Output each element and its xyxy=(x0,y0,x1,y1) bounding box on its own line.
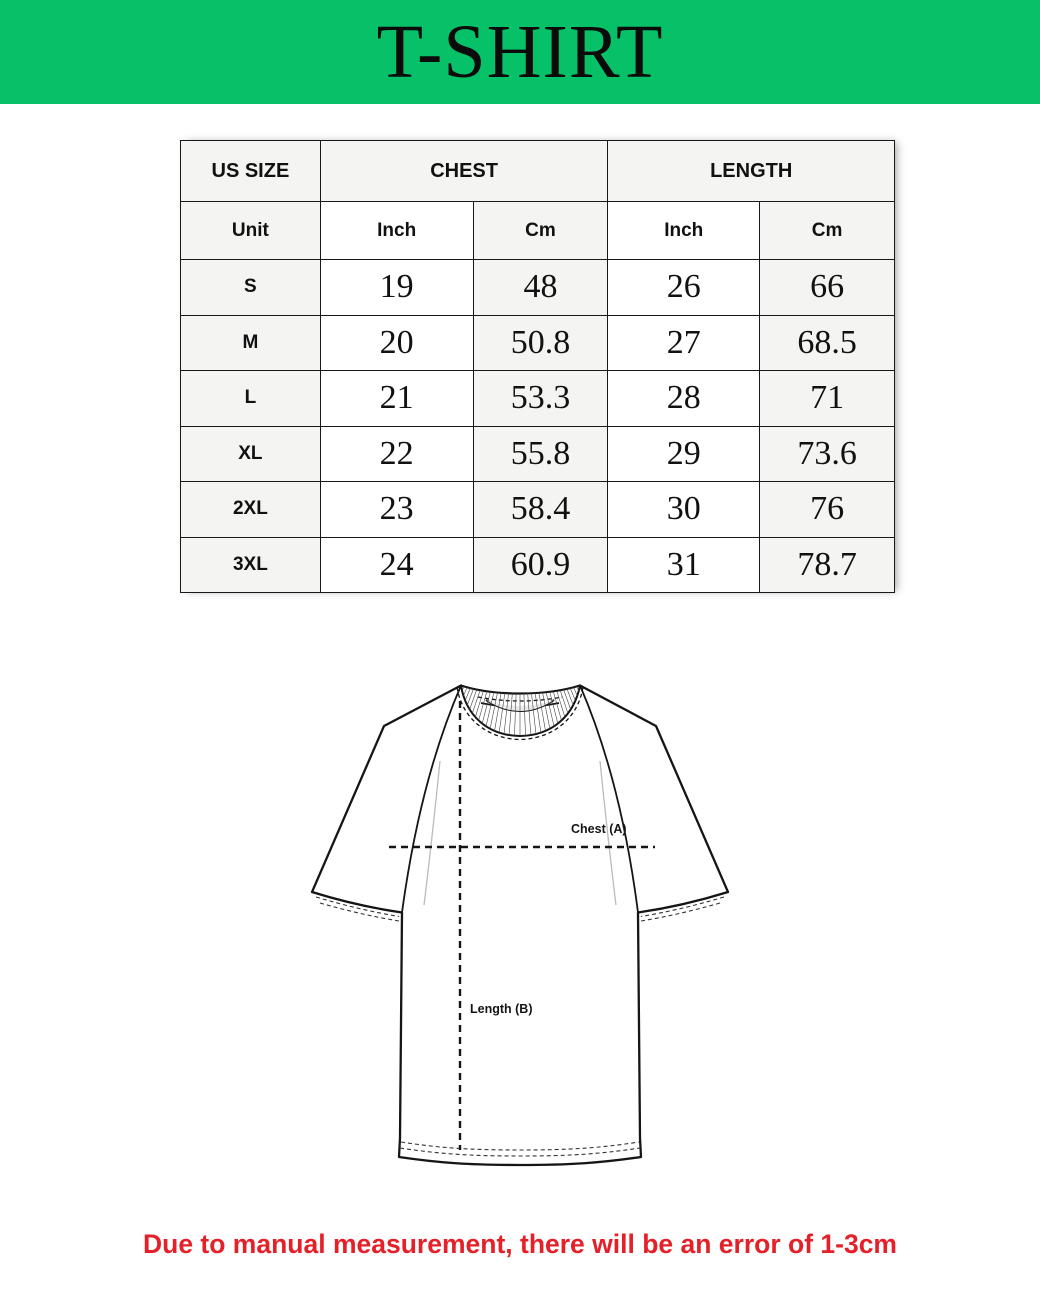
svg-text:Chest (A): Chest (A) xyxy=(571,822,627,836)
svg-text:Length (B): Length (B) xyxy=(470,1002,532,1016)
